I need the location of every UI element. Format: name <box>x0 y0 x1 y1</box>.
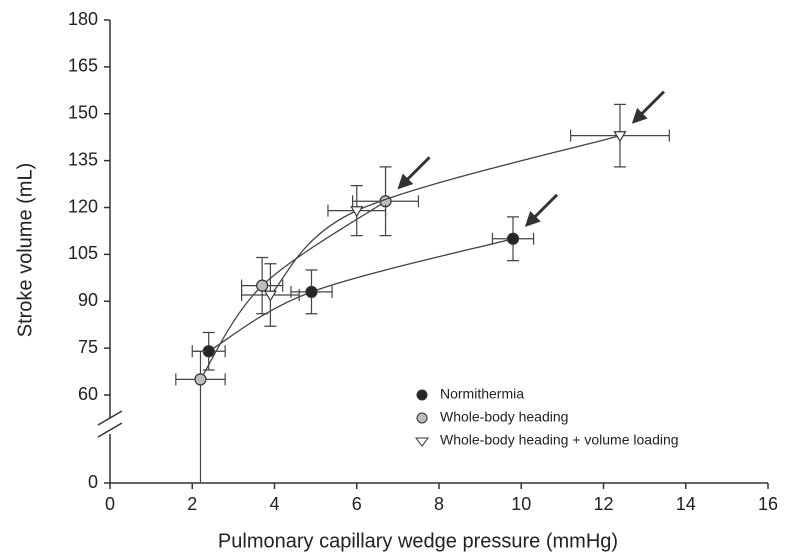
x-tick-label: 8 <box>434 494 444 514</box>
y-tick-label: 105 <box>68 243 98 263</box>
legend-marker <box>416 412 428 424</box>
x-tick-label: 10 <box>511 494 531 514</box>
x-axis-label: Pulmonary capillary wedge pressure (mmHg… <box>218 530 618 552</box>
point <box>506 232 520 245</box>
y-axis-label: Stroke volume (mL) <box>14 163 36 338</box>
arrow <box>397 156 431 190</box>
y-tick-label: 60 <box>78 384 98 404</box>
x-tick-label: 16 <box>758 494 778 514</box>
y-tick-label: 90 <box>78 290 98 310</box>
legend-label: Whole-body heading <box>440 409 568 425</box>
x-tick-label: 14 <box>676 494 696 514</box>
point <box>256 279 269 292</box>
fit-curve <box>269 134 621 296</box>
legend-marker <box>415 437 429 447</box>
arrow <box>524 193 559 227</box>
legend-label: Normithermia <box>440 386 524 402</box>
legend-label: Whole-body heading + volume loading <box>440 432 679 448</box>
x-tick-label: 4 <box>269 494 279 514</box>
y-tick-label: 180 <box>68 9 98 29</box>
arrow <box>631 90 666 124</box>
point <box>305 285 318 298</box>
x-tick-label: 12 <box>593 494 613 514</box>
point <box>350 206 364 218</box>
x-tick-label: 2 <box>187 494 197 514</box>
y-tick-label: 165 <box>68 56 98 76</box>
fit-curve <box>199 200 386 380</box>
axis-break-mark <box>97 410 123 426</box>
fit-curve <box>208 238 514 352</box>
point <box>194 373 207 386</box>
legend-marker <box>416 389 428 401</box>
y-tick-label: 150 <box>68 103 98 123</box>
y-error-bar <box>194 350 207 484</box>
axis-break-mark <box>97 422 123 438</box>
x-tick-label: 6 <box>352 494 362 514</box>
axis-break-gap <box>100 418 120 434</box>
point <box>613 131 627 143</box>
x-tick-label: 0 <box>105 494 115 514</box>
y-tick-label: 135 <box>68 149 98 169</box>
y-tick-label: 75 <box>78 337 98 357</box>
y-tick-label: 0 <box>88 472 98 492</box>
y-tick-label: 120 <box>68 196 98 216</box>
point <box>263 290 277 302</box>
